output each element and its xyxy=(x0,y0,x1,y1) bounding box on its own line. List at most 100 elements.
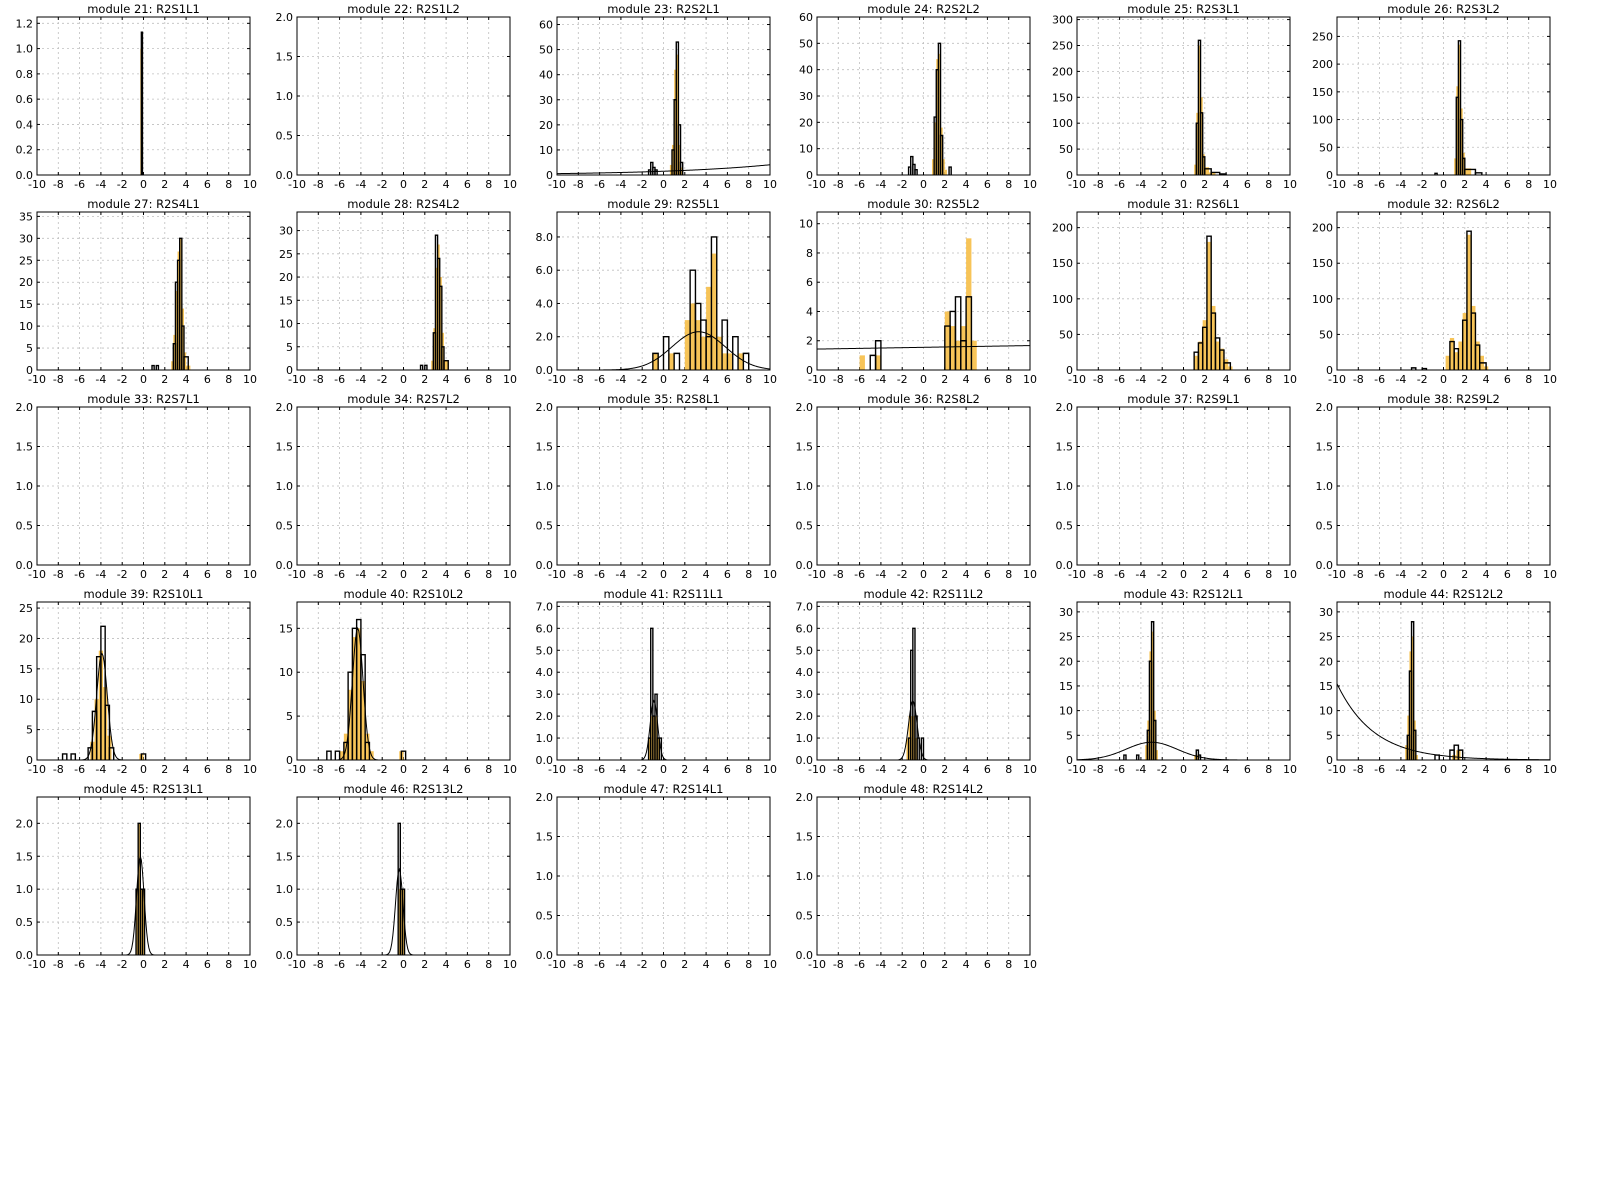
histogram-bar xyxy=(177,251,180,370)
histogram-bar xyxy=(944,169,947,175)
histogram-bar xyxy=(1466,234,1472,370)
y-tick-label: 2.0 xyxy=(16,817,34,830)
histogram-bar xyxy=(657,738,660,760)
histogram-bar xyxy=(934,122,937,175)
x-tick-label: 2 xyxy=(1201,373,1208,386)
histogram-bar xyxy=(360,681,366,760)
panel-title: module 48: R2S14L2 xyxy=(864,782,984,796)
histogram-outline xyxy=(869,354,877,370)
histogram-outline xyxy=(1206,235,1212,370)
y-tick-label: 10 xyxy=(1059,705,1073,718)
x-tick-label: -6 xyxy=(1114,763,1125,776)
x-tick-label: 8 xyxy=(225,958,232,971)
x-tick-label: 0 xyxy=(400,568,407,581)
y-tick-label: 15 xyxy=(279,622,293,635)
y-tick-label: 25 xyxy=(19,602,33,615)
x-tick-label: 10 xyxy=(1283,763,1297,776)
histogram-bar xyxy=(1415,755,1418,760)
y-tick-label: 5 xyxy=(1326,729,1333,742)
histogram-bar xyxy=(443,360,449,370)
y-tick-label: 20 xyxy=(799,116,813,129)
x-tick-label: -10 xyxy=(548,373,566,386)
histogram-bar xyxy=(1145,745,1148,760)
histogram-bar xyxy=(1153,710,1156,760)
x-tick-label: 0 xyxy=(920,958,927,971)
y-tick-label: 30 xyxy=(799,90,813,103)
histogram-bar xyxy=(690,303,696,370)
histogram-bar xyxy=(1405,745,1408,760)
x-tick-label: 2 xyxy=(161,958,168,971)
y-tick-label: 20 xyxy=(19,632,33,645)
x-tick-label: 6 xyxy=(464,763,471,776)
y-tick-label: 0.6 xyxy=(16,93,34,106)
x-tick-label: 6 xyxy=(464,178,471,191)
panel-title: module 26: R2S3L2 xyxy=(1387,2,1500,16)
y-tick-label: 0 xyxy=(286,754,293,767)
y-tick-label: 20 xyxy=(19,276,33,289)
y-tick-label: 200 xyxy=(1312,222,1333,235)
x-tick-label: 8 xyxy=(485,763,492,776)
x-tick-label: -2 xyxy=(377,568,388,581)
x-tick-label: 2 xyxy=(681,763,688,776)
histogram-outline xyxy=(1457,749,1464,760)
x-tick-label: 10 xyxy=(1543,568,1557,581)
histogram-outline xyxy=(1123,754,1127,760)
panel-title: module 47: R2S14L1 xyxy=(604,782,724,796)
x-tick-label: -8 xyxy=(53,373,64,386)
histogram-outline xyxy=(70,753,77,760)
y-tick-label: 35 xyxy=(19,210,33,223)
x-tick-label: -4 xyxy=(355,958,366,971)
x-tick-label: -4 xyxy=(95,178,106,191)
y-tick-label: 7.0 xyxy=(796,600,814,613)
histogram-bar xyxy=(727,353,733,370)
x-tick-label: 0 xyxy=(1440,568,1447,581)
panel-title: module 30: R2S5L2 xyxy=(867,197,980,211)
x-tick-label: -8 xyxy=(833,958,844,971)
y-tick-label: 4 xyxy=(806,305,813,318)
panel-title: module 37: R2S9L1 xyxy=(1127,392,1240,406)
y-tick-label: 2.0 xyxy=(796,791,814,804)
y-tick-label: 1.0 xyxy=(536,732,554,745)
x-tick-label: 8 xyxy=(745,568,752,581)
x-tick-label: 10 xyxy=(1023,958,1037,971)
histogram-outline xyxy=(155,364,160,370)
plot-frame xyxy=(1076,601,1291,761)
x-tick-label: 4 xyxy=(443,763,450,776)
x-tick-label: -8 xyxy=(1353,763,1364,776)
histogram-bar xyxy=(437,244,440,370)
y-tick-label: 0 xyxy=(806,169,813,182)
plot-frame xyxy=(1336,406,1551,566)
x-tick-label: -2 xyxy=(1157,178,1168,191)
y-tick-label: 10 xyxy=(799,143,813,156)
histogram-outline xyxy=(1479,362,1487,370)
x-tick-label: 2 xyxy=(681,568,688,581)
y-tick-label: 150 xyxy=(1052,257,1073,270)
histogram-outline xyxy=(939,134,944,175)
x-tick-label: -2 xyxy=(897,178,908,191)
y-tick-label: 50 xyxy=(539,44,553,57)
x-tick-label: -4 xyxy=(355,178,366,191)
x-tick-label: -8 xyxy=(1353,178,1364,191)
x-tick-label: 4 xyxy=(443,958,450,971)
y-tick-label: 2.0 xyxy=(796,401,814,414)
x-tick-label: -8 xyxy=(833,568,844,581)
x-tick-label: -10 xyxy=(28,568,46,581)
panel-title: module 21: R2S1L1 xyxy=(87,2,200,16)
panel-title: module 31: R2S6L1 xyxy=(1127,197,1240,211)
x-tick-label: -4 xyxy=(355,763,366,776)
histogram-outline xyxy=(179,237,183,370)
x-tick-label: -4 xyxy=(1395,178,1406,191)
x-tick-label: -4 xyxy=(615,178,626,191)
x-tick-label: -2 xyxy=(1157,373,1168,386)
histogram-outline xyxy=(61,753,68,760)
x-tick-label: -4 xyxy=(1135,178,1146,191)
histogram-bar xyxy=(738,353,744,370)
panel-title: module 41: R2S11L1 xyxy=(604,587,724,601)
x-tick-label: -2 xyxy=(377,178,388,191)
x-tick-label: 2 xyxy=(421,763,428,776)
histogram-bar xyxy=(1460,108,1463,175)
y-tick-label: 1.0 xyxy=(276,90,294,103)
histogram-panel: module 36: R2S8L2 -10 -8 -6 -4 -2 0 2 4 6 8 10 0.0 0.… xyxy=(796,392,1038,581)
x-tick-label: -6 xyxy=(854,568,865,581)
